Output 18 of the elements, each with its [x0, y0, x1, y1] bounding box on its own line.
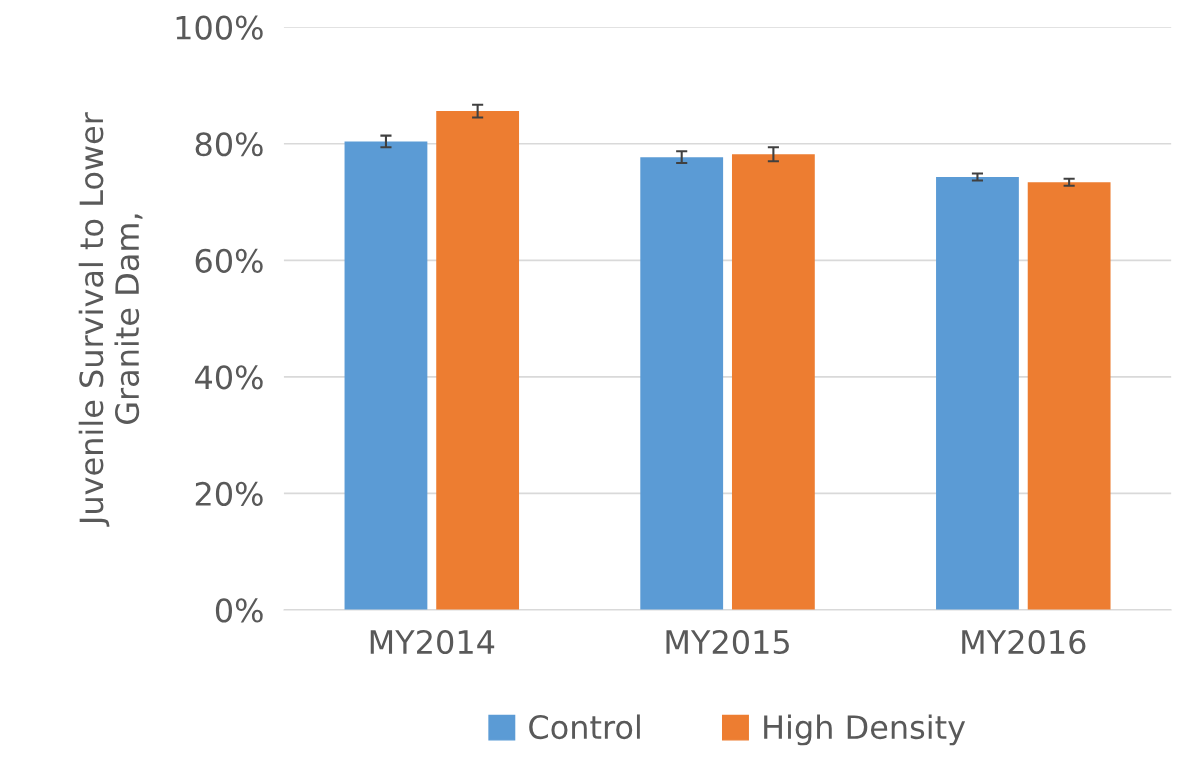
- x-tick-label: MY2014: [370, 629, 495, 655]
- y-tick-label: 20%: [195, 481, 263, 506]
- y-tick-label: 100%: [176, 15, 263, 40]
- y-tick-label: 40%: [195, 365, 263, 390]
- y-tick-label: 80%: [195, 132, 263, 157]
- bar: [936, 176, 1019, 610]
- y-tick-label: 0%: [215, 598, 263, 623]
- bar: [731, 154, 815, 610]
- y-tick-label: 60%: [195, 248, 263, 273]
- y-axis-title: Juvenile Survival to Lower Granite Dam,: [78, 112, 143, 527]
- bar: [344, 141, 428, 610]
- x-tick-label: MY2016: [962, 629, 1086, 655]
- bar: [1027, 182, 1111, 610]
- bar: [436, 111, 520, 610]
- legend-label: High Density: [764, 714, 966, 746]
- legend-label: Control: [529, 714, 640, 740]
- bar: [640, 157, 724, 610]
- x-tick-label: MY2015: [666, 629, 789, 655]
